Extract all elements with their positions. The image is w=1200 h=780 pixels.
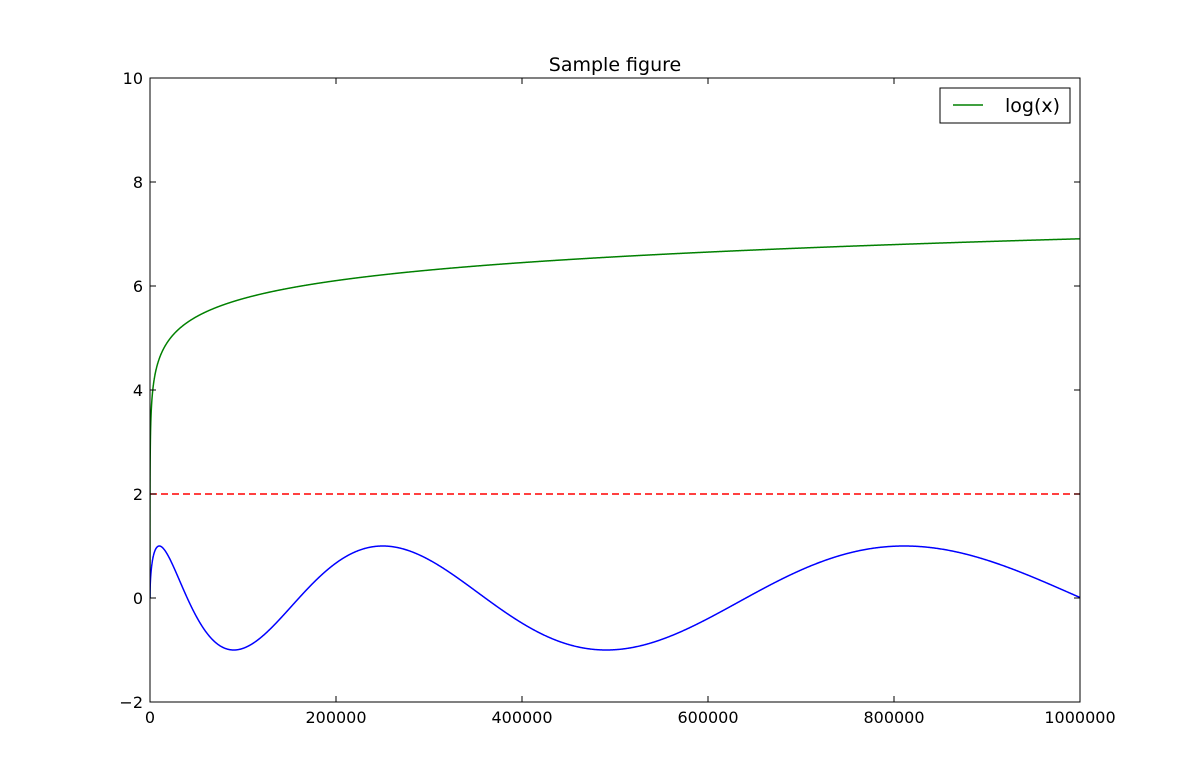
series-line-log-x [150, 238, 1080, 598]
y-tick-label: 10 [123, 69, 143, 88]
y-tick-label: −2 [119, 693, 143, 712]
y-tick-label: 0 [133, 589, 143, 608]
x-tick-label: 800000 [863, 708, 924, 727]
x-tick-label: 400000 [491, 708, 552, 727]
y-tick-label: 8 [133, 173, 143, 192]
series-layer [150, 238, 1080, 651]
series-line-series-2 [150, 545, 1080, 651]
x-tick-label: 600000 [677, 708, 738, 727]
y-tick-label: 4 [133, 381, 143, 400]
legend-label: log(x) [1005, 95, 1060, 117]
chart-title: Sample figure [549, 54, 681, 76]
x-tick-label: 200000 [305, 708, 366, 727]
y-tick-label: 2 [133, 485, 143, 504]
x-tick-label: 0 [145, 708, 155, 727]
x-tick-label: 1000000 [1044, 708, 1115, 727]
ticks-layer: 0 200000 400000 600000 800000 1000000−2024681… [119, 69, 1115, 727]
plot-frame [149, 77, 1081, 703]
y-tick-label: 6 [133, 277, 143, 296]
legend: log(x) [939, 87, 1071, 124]
